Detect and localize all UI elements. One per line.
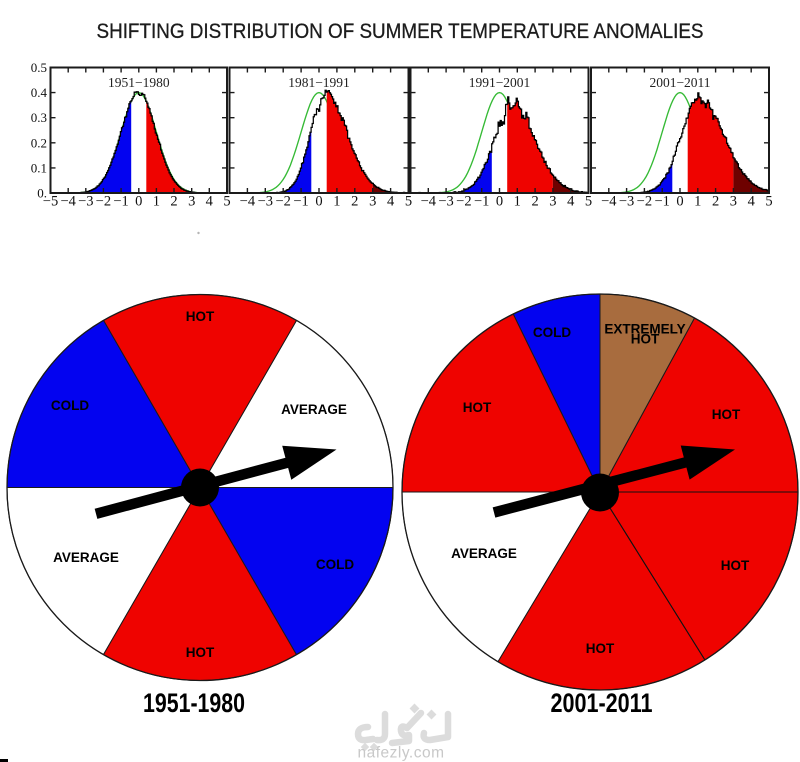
svg-text:COLD: COLD bbox=[51, 398, 89, 413]
svg-text:2: 2 bbox=[170, 194, 177, 210]
svg-text:−4: −4 bbox=[60, 194, 76, 210]
svg-text:−2: −2 bbox=[96, 194, 111, 210]
svg-text:3: 3 bbox=[549, 194, 556, 210]
svg-text:HOT: HOT bbox=[186, 309, 215, 324]
svg-text:3: 3 bbox=[188, 194, 195, 210]
svg-text:−2: −2 bbox=[275, 194, 290, 210]
svg-text:2001-2011: 2001-2011 bbox=[551, 688, 653, 718]
svg-text:COLD: COLD bbox=[533, 325, 571, 340]
svg-text:1951−1980: 1951−1980 bbox=[108, 75, 170, 90]
svg-text:−1: −1 bbox=[474, 194, 489, 210]
svg-text:COLD: COLD bbox=[316, 557, 354, 572]
svg-text:−4: −4 bbox=[601, 194, 617, 210]
svg-text:1951-1980: 1951-1980 bbox=[143, 688, 245, 718]
svg-text:HOT: HOT bbox=[186, 645, 215, 660]
svg-text:EXTREMELY: EXTREMELY bbox=[604, 322, 685, 337]
svg-text:−1: −1 bbox=[293, 194, 308, 210]
svg-text:4: 4 bbox=[567, 194, 575, 210]
svg-text:−1: −1 bbox=[113, 194, 128, 210]
svg-text:−5: −5 bbox=[43, 194, 58, 210]
svg-text:0: 0 bbox=[676, 194, 683, 210]
svg-text:−4: −4 bbox=[421, 194, 437, 210]
svg-text:−3: −3 bbox=[78, 194, 93, 210]
svg-text:0.2: 0.2 bbox=[31, 135, 47, 150]
svg-text:2: 2 bbox=[712, 194, 719, 210]
svg-text:0: 0 bbox=[496, 194, 503, 210]
svg-text:0.: 0. bbox=[37, 186, 47, 201]
svg-text:3: 3 bbox=[730, 194, 737, 210]
svg-text:AVERAGE: AVERAGE bbox=[451, 546, 517, 561]
svg-text:HOT: HOT bbox=[721, 558, 750, 573]
svg-text:HOT: HOT bbox=[586, 641, 615, 656]
svg-text:1981−1991: 1981−1991 bbox=[288, 75, 350, 90]
svg-text:0.3: 0.3 bbox=[31, 110, 47, 125]
svg-text:1: 1 bbox=[153, 194, 160, 210]
svg-text:SHIFTING DISTRIBUTION OF SUMME: SHIFTING DISTRIBUTION OF SUMMER TEMPERAT… bbox=[97, 20, 704, 43]
svg-text:2: 2 bbox=[531, 194, 538, 210]
svg-text:−4: −4 bbox=[240, 194, 256, 210]
svg-text:HOT: HOT bbox=[712, 407, 741, 422]
svg-text:HOT: HOT bbox=[631, 332, 660, 347]
svg-text:2001−2011: 2001−2011 bbox=[649, 75, 710, 90]
svg-text:−3: −3 bbox=[258, 194, 273, 210]
svg-text:nafezly.com: nafezly.com bbox=[357, 745, 444, 762]
svg-text:AVERAGE: AVERAGE bbox=[53, 550, 119, 565]
svg-text:4: 4 bbox=[387, 194, 395, 210]
svg-text:1991−2001: 1991−2001 bbox=[469, 75, 531, 90]
svg-text:2: 2 bbox=[351, 194, 358, 210]
svg-text:5: 5 bbox=[765, 194, 772, 210]
svg-text:−3: −3 bbox=[438, 194, 453, 210]
svg-text:0: 0 bbox=[315, 194, 322, 210]
svg-text:1: 1 bbox=[514, 194, 521, 210]
svg-text:−3: −3 bbox=[619, 194, 634, 210]
svg-text:0: 0 bbox=[135, 194, 142, 210]
svg-text:5: 5 bbox=[405, 194, 412, 210]
svg-text:0.4: 0.4 bbox=[31, 85, 48, 100]
svg-text:−1: −1 bbox=[654, 194, 669, 210]
svg-text:4: 4 bbox=[748, 194, 756, 210]
svg-text:AVERAGE: AVERAGE bbox=[281, 402, 347, 417]
svg-text:5: 5 bbox=[223, 194, 230, 210]
svg-text:1: 1 bbox=[333, 194, 340, 210]
svg-text:1: 1 bbox=[694, 194, 701, 210]
svg-text:3: 3 bbox=[369, 194, 376, 210]
svg-text:0.1: 0.1 bbox=[31, 160, 47, 175]
svg-text:4: 4 bbox=[206, 194, 214, 210]
svg-text:−2: −2 bbox=[456, 194, 471, 210]
svg-text:HOT: HOT bbox=[463, 400, 492, 415]
svg-text:−2: −2 bbox=[637, 194, 652, 210]
svg-text:5: 5 bbox=[585, 194, 592, 210]
svg-text:0.5: 0.5 bbox=[31, 60, 47, 75]
